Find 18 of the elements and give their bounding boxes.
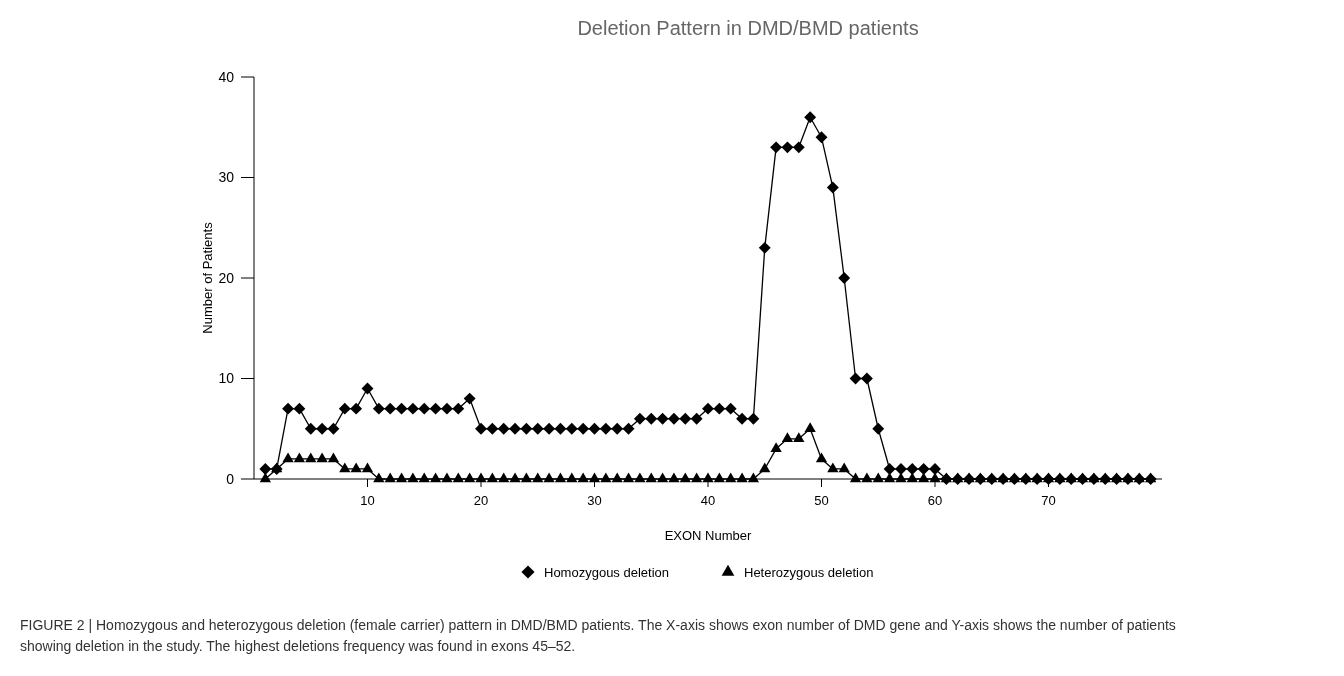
y-axis-title: Number of Patients bbox=[200, 221, 215, 334]
y-tick-label: 40 bbox=[218, 68, 235, 85]
caption: FIGURE 2 | Homozygous and heterozygous deletion (female carrier) pattern in DMD/BMD patients. The X-axis shows exon number of DMD gene and Y-axis shows the number of patients showing deletion in the study. The highest deletions frequency was found in exons 45–52. bbox=[20, 617, 1176, 654]
x-axis-title: EXON Number bbox=[664, 528, 753, 543]
x-tick-label: 40 bbox=[700, 493, 716, 508]
x-tick-label: 50 bbox=[814, 493, 829, 508]
legend-label: Heterozygous deletion bbox=[744, 564, 874, 580]
y-tick-label: 20 bbox=[218, 269, 235, 286]
x-tick-label: 30 bbox=[587, 493, 602, 508]
x-tick-label: 70 bbox=[1041, 493, 1056, 508]
chart-title: Deletion Pattern in DMD/BMD patients bbox=[577, 17, 919, 39]
y-tick-label: 30 bbox=[218, 169, 235, 186]
y-tick-label: 0 bbox=[226, 470, 235, 487]
x-tick-label: 10 bbox=[360, 493, 375, 508]
y-tick-label: 10 bbox=[218, 370, 235, 387]
x-tick-label: 60 bbox=[927, 493, 943, 508]
legend-label: Homozygous deletion bbox=[544, 564, 670, 580]
x-tick-label: 20 bbox=[473, 493, 489, 508]
